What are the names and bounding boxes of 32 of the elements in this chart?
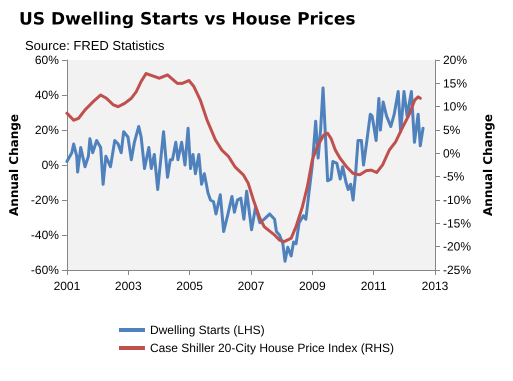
x-tick-label: 2005 [176, 279, 204, 293]
x-tick-label: 2007 [238, 279, 265, 293]
x-tick-label: 2011 [360, 279, 387, 293]
y2-tick-label: 5% [443, 123, 461, 137]
y2-axis-title: Annual Change [480, 114, 495, 216]
y-tick-label: 60% [34, 53, 60, 67]
y2-tick-label: 10% [443, 100, 468, 114]
y-tick-label: 0% [42, 158, 60, 172]
line-series [65, 72, 422, 244]
chart-title: US Dwelling Starts vs House Prices [19, 10, 356, 30]
y2-tick-label: -20% [443, 240, 472, 254]
y2-tick-label: -15% [443, 216, 472, 230]
x-tick-label: 2009 [298, 279, 326, 293]
x-tick-label: 2001 [54, 279, 81, 293]
y-tick-label: -40% [30, 228, 60, 242]
x-tick-label: 2003 [114, 279, 142, 293]
y-tick-label: 40% [34, 88, 60, 102]
y-tick-label: 20% [34, 123, 60, 137]
y2-tick-label: -25% [443, 263, 472, 277]
legend-label: Case Shiller 20-City House Price Index (RHS) [150, 341, 394, 355]
y2-tick-label: 20% [443, 53, 468, 67]
y2-tick-label: 15% [443, 76, 468, 90]
x-tick-label: 2013 [422, 279, 449, 293]
y-axis-title: Annual Change [7, 114, 21, 216]
y2-tick-label: 0% [443, 146, 461, 160]
line-series [65, 86, 425, 263]
chart-subtitle: Source: FRED Statistics [25, 38, 165, 53]
legend-label: Dwelling Starts (LHS) [150, 323, 265, 337]
y2-tick-label: -5% [443, 170, 465, 184]
y-tick-label: -60% [30, 263, 60, 277]
y2-tick-label: -10% [443, 193, 472, 207]
y-tick-label: -20% [30, 193, 60, 207]
